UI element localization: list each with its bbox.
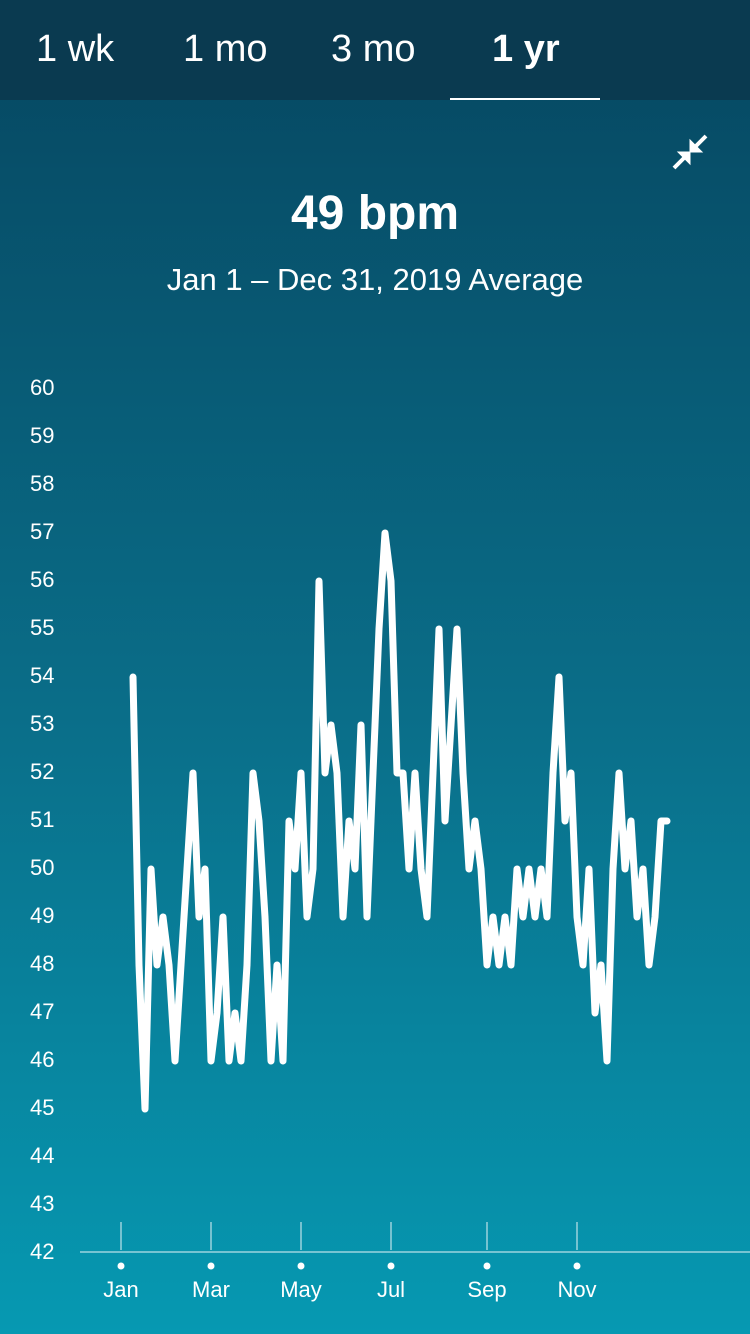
x-tick-dot	[573, 1262, 581, 1270]
tab[interactable]: 3 mo	[331, 28, 416, 70]
y-tick-label: 56	[30, 567, 54, 592]
y-tick-label: 46	[30, 1047, 54, 1072]
x-tick-dot	[297, 1262, 305, 1270]
y-tick-label: 48	[30, 951, 54, 976]
y-tick-label: 59	[30, 423, 54, 448]
x-tick-label: Nov	[557, 1277, 596, 1302]
tab[interactable]: 1 wk	[36, 28, 115, 70]
y-tick-label: 44	[30, 1143, 54, 1168]
tab-bar: 1 wk 1 mo 3 mo 1 yr	[0, 0, 750, 100]
y-tick-label: 53	[30, 711, 54, 736]
y-tick-label: 52	[30, 759, 54, 784]
collapse-button[interactable]	[672, 134, 708, 170]
x-tick-label: Sep	[467, 1277, 506, 1302]
tab[interactable]: 1 mo	[183, 28, 268, 70]
x-tick-dot	[207, 1262, 215, 1270]
y-tick-label: 57	[30, 519, 54, 544]
y-tick-label: 55	[30, 615, 54, 640]
y-tick-label: 50	[30, 855, 54, 880]
tab-indicator	[450, 98, 600, 100]
y-tick-label: 45	[30, 1095, 54, 1120]
x-tick-label: Jan	[103, 1277, 138, 1302]
y-tick-label: 54	[30, 663, 54, 688]
heart-rate-line	[129, 529, 671, 1113]
x-tick-dot	[117, 1262, 125, 1270]
x-tick-label: May	[280, 1277, 322, 1302]
x-tick-label: Mar	[192, 1277, 230, 1302]
y-tick-label: 51	[30, 807, 54, 832]
y-tick-label: 49	[30, 903, 54, 928]
y-tick-label: 43	[30, 1191, 54, 1216]
x-tick-dot	[483, 1262, 491, 1270]
y-tick-label: 58	[30, 471, 54, 496]
x-tick-label: Jul	[377, 1277, 405, 1302]
y-tick-label: 47	[30, 999, 54, 1024]
tab[interactable]: 1 yr	[492, 28, 560, 70]
x-tick-dot	[387, 1262, 395, 1270]
y-tick-label: 42	[30, 1239, 54, 1264]
summary-value: 49 bpm	[290, 187, 460, 240]
summary-caption: Jan 1 – Dec 31, 2019 Average	[166, 262, 584, 297]
y-tick-label: 60	[30, 375, 54, 400]
